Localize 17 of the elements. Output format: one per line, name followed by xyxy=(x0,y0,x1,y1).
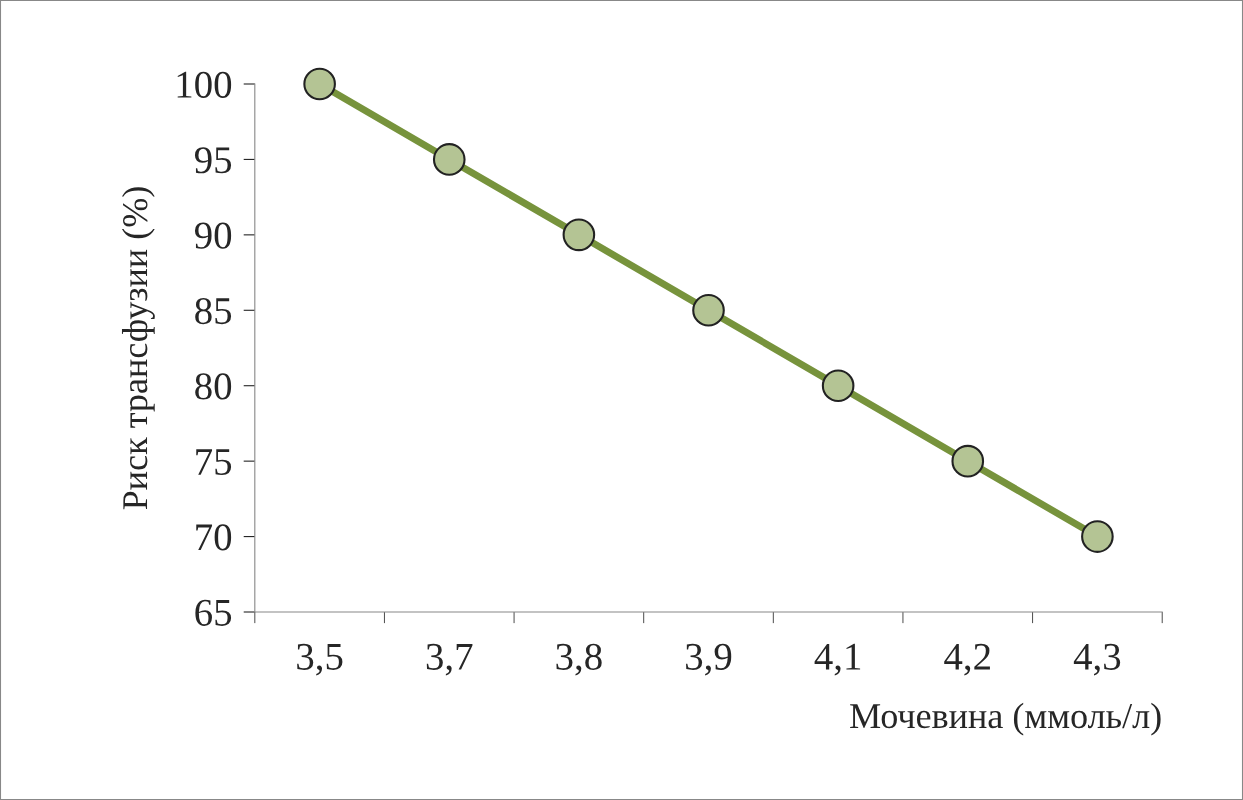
y-tick-label: 90 xyxy=(194,222,232,249)
y-tick-label: 85 xyxy=(195,297,232,325)
x-tick-label: 4,1 xyxy=(814,643,861,676)
y-tick-label: 100 xyxy=(177,71,232,98)
x-tick-label: 3,5 xyxy=(297,643,343,676)
y-tick-label: 75 xyxy=(196,449,232,476)
x-tick-label: 4,3 xyxy=(1073,643,1121,676)
y-tick-label: 95 xyxy=(194,147,232,174)
x-tick-label: 3,9 xyxy=(686,643,732,676)
x-tick-label: 4,2 xyxy=(944,643,990,676)
x-axis-title: Мочевина (ммоль/л) xyxy=(850,702,1161,736)
y-axis-title: Риск трансфузии (%) xyxy=(121,187,155,510)
x-tick-label: 3,7 xyxy=(426,643,473,676)
x-tick-label: 3,8 xyxy=(556,643,602,676)
y-tick-label: 80 xyxy=(195,373,232,400)
y-tick-label: 70 xyxy=(196,524,232,551)
y-tick-label: 65 xyxy=(195,599,232,626)
